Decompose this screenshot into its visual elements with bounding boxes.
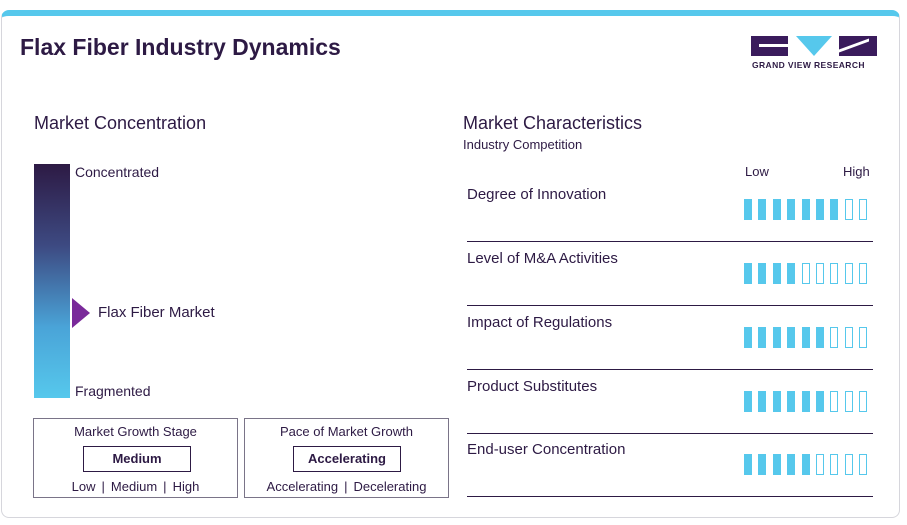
scale-high-label: High [843, 164, 870, 179]
characteristic-row: Degree of Innovation [467, 178, 873, 242]
level-segment-empty [816, 454, 824, 475]
level-segment-empty [859, 454, 868, 475]
level-segment-empty [816, 263, 824, 284]
level-segment-filled [758, 391, 767, 412]
characteristic-label: Degree of Innovation [467, 186, 607, 203]
level-segment-empty [830, 327, 839, 348]
page-title: Flax Fiber Industry Dynamics [20, 34, 341, 60]
level-segment-filled [772, 327, 781, 348]
market-marker-arrow-icon [72, 298, 90, 328]
concentration-gradient-bar [34, 164, 70, 398]
growth-pace-option: Decelerating [353, 479, 427, 494]
concentrated-label: Concentrated [75, 164, 160, 180]
level-segment-empty [830, 391, 839, 412]
level-segment-filled [758, 327, 767, 348]
logo-text: GRAND VIEW RESEARCH [752, 60, 865, 70]
logo-mark-left [751, 36, 788, 56]
level-segment-empty [844, 391, 853, 412]
level-segment-filled [787, 263, 796, 284]
level-segment-empty [830, 263, 839, 284]
level-segment-filled [787, 454, 796, 475]
level-segment-filled [758, 454, 767, 475]
level-segment-filled [744, 263, 752, 284]
level-segment-filled [787, 199, 796, 220]
characteristic-row: Impact of Regulations [467, 306, 873, 370]
characteristics-title: Market Characteristics [463, 113, 643, 133]
characteristic-row: End-user Concentration [467, 433, 873, 497]
level-segment-empty [844, 263, 853, 284]
level-segment-filled [816, 199, 824, 220]
level-segment-empty [844, 199, 853, 220]
level-segment-empty [844, 454, 853, 475]
level-segment-filled [787, 327, 796, 348]
level-segment-empty [801, 263, 810, 284]
growth-pace-options: Accelerating | Decelerating [266, 479, 427, 494]
logo-mark-triangle [796, 36, 832, 56]
level-segment-filled [787, 391, 796, 412]
growth-stage-option: Low [71, 479, 96, 494]
growth-stage-title: Market Growth Stage [74, 424, 197, 439]
growth-pace-box: Pace of Market Growth Accelerating Accel… [244, 418, 449, 498]
level-segment-filled [801, 454, 810, 475]
characteristic-label: Impact of Regulations [467, 314, 613, 331]
characteristic-label: Level of M&A Activities [467, 250, 618, 267]
level-segment-filled [772, 199, 781, 220]
characteristic-row: Product Substitutes [467, 370, 873, 434]
level-segment-filled [758, 263, 767, 284]
concentration-title: Market Concentration [34, 113, 207, 133]
level-segment-filled [801, 327, 810, 348]
growth-stage-option: High [172, 479, 200, 494]
level-segment-empty [859, 199, 868, 220]
growth-stage-value: Medium [83, 446, 191, 472]
growth-stage-option: Medium [110, 479, 158, 494]
level-segment-filled [816, 327, 824, 348]
level-segment-filled [772, 391, 781, 412]
level-segment-filled [772, 263, 781, 284]
logo-mark-right [839, 36, 877, 56]
level-segment-filled [816, 391, 824, 412]
level-segment-filled [758, 199, 767, 220]
characteristics-subtitle: Industry Competition [463, 137, 583, 152]
characteristic-label: End-user Concentration [467, 441, 626, 458]
characteristic-row: Level of M&A Activities [467, 242, 873, 306]
growth-pace-value: Accelerating [293, 446, 401, 472]
characteristic-label: Product Substitutes [467, 378, 598, 395]
level-segment-filled [744, 454, 752, 475]
growth-pace-option: Accelerating [266, 479, 339, 494]
level-segment-filled [801, 391, 810, 412]
level-segment-empty [844, 327, 853, 348]
level-segment-filled [772, 454, 781, 475]
level-segment-filled [744, 391, 752, 412]
level-segment-empty [859, 263, 868, 284]
level-segment-filled [830, 199, 839, 220]
level-segment-empty [830, 454, 839, 475]
level-segment-empty [859, 327, 868, 348]
level-segment-empty [859, 391, 868, 412]
market-marker-label: Flax Fiber Market [98, 304, 215, 321]
company-logo: GRAND VIEW RESEARCH [751, 36, 879, 72]
growth-pace-title: Pace of Market Growth [280, 424, 413, 439]
scale-low-label: Low [745, 164, 769, 179]
growth-stage-options: Low | Medium | High [71, 479, 200, 494]
fragmented-label: Fragmented [75, 383, 151, 399]
level-segment-filled [744, 327, 752, 348]
growth-stage-box: Market Growth Stage Medium Low | Medium | Hi… [33, 418, 238, 498]
level-segment-filled [801, 199, 810, 220]
level-segment-filled [744, 199, 752, 220]
